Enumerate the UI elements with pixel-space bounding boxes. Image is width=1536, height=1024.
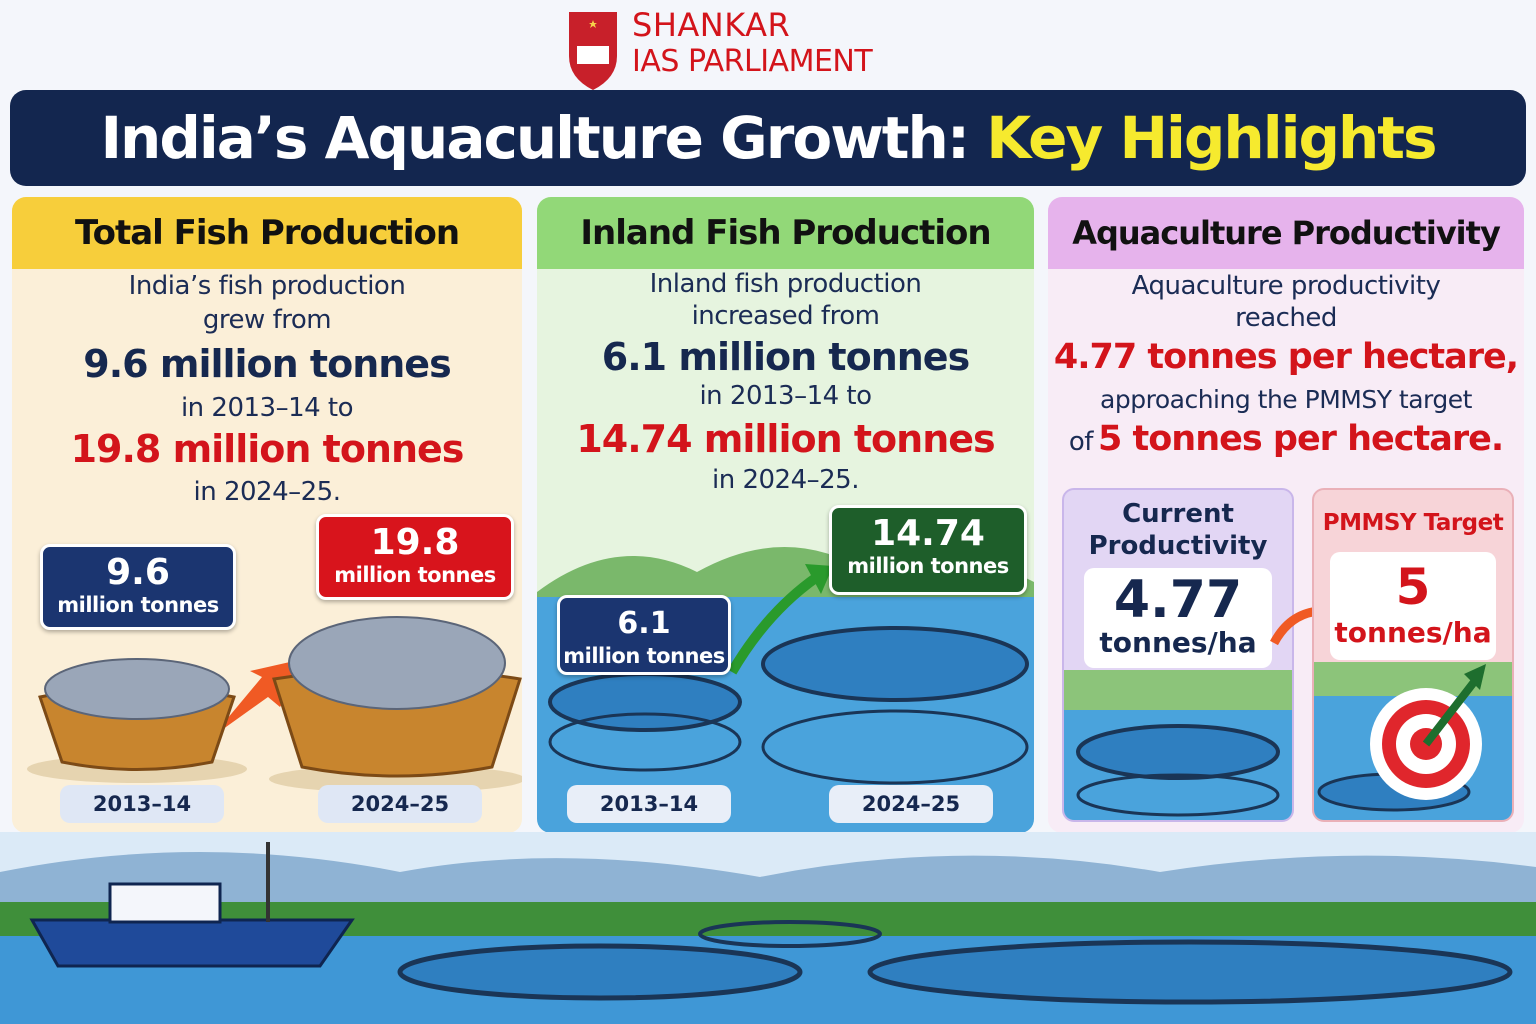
year-pill: 2024–25	[318, 785, 482, 823]
year-pill: 2013–14	[567, 785, 731, 823]
bottom-scenery	[0, 832, 1536, 1024]
text-line: in 2013–14 to	[180, 393, 354, 423]
text-line: of 5 tonnes per hectare.	[1048, 419, 1524, 459]
value-box	[1330, 552, 1496, 660]
year-pill: 2024–25	[829, 785, 993, 823]
boat-hull	[29, 918, 355, 968]
title: India’s Aquaculture Growth:	[100, 104, 970, 172]
card-label: PMMSY Target	[1322, 510, 1504, 536]
arrow-head	[1464, 664, 1486, 690]
title-bar: India’s Aquaculture Growth: Key Highligh…	[10, 90, 1526, 186]
card-unit: tonnes/ha	[1099, 626, 1257, 659]
fish-pile	[44, 658, 230, 720]
title-highlight: Key Highlights	[986, 104, 1437, 172]
badge-unit: million tonnes	[847, 554, 1009, 578]
panel-inland: Inland Fish Production Inland fish produ…	[537, 197, 1034, 833]
boat-cabin	[108, 882, 222, 924]
target-card: PMMSY Target 5 tonnes/ha	[1312, 488, 1514, 822]
fish-cage	[397, 943, 803, 1001]
start-badge: 6.1 million tonnes	[557, 595, 731, 675]
text-line: Inland fish production	[649, 269, 922, 299]
growth-arrow	[727, 572, 820, 675]
target-arrow	[1422, 679, 1478, 747]
fish-cage	[548, 712, 742, 772]
card-value: 5	[1395, 558, 1431, 616]
arrow-head	[805, 564, 833, 594]
text-highlight: 5 tonnes per hectare.	[1097, 419, 1504, 459]
text-line: increased from	[691, 301, 880, 331]
text-highlight: 19.8 million tonnes	[70, 427, 465, 471]
current-card: Current Productivity 4.77 tonnes/ha	[1062, 488, 1294, 822]
text-highlight: 4.77 tonnes per hectare,	[1053, 337, 1519, 377]
panel-total: Total Fish Production India’s fish produ…	[12, 197, 522, 833]
pond-illustration	[1064, 670, 1292, 820]
panel-heading: Inland Fish Production	[537, 197, 1034, 269]
text-line: in 2013–14 to	[699, 381, 872, 411]
logo-line2: IAS PARLIAMENT	[632, 44, 873, 79]
text-word: of	[1068, 427, 1094, 457]
value-box	[1084, 568, 1272, 668]
badge-value: 9.6	[106, 552, 170, 593]
text-line: India’s fish production	[128, 271, 406, 301]
badge-value: 6.1	[617, 606, 671, 641]
card-value: 4.77	[1113, 570, 1243, 630]
end-badge: 19.8 million tonnes	[316, 514, 514, 600]
panel-heading: Total Fish Production	[12, 197, 522, 269]
text-line: reached	[1235, 303, 1337, 333]
end-badge: 14.74 million tonnes	[829, 505, 1027, 595]
fish-cage	[698, 920, 882, 948]
text-highlight: 14.74 million tonnes	[576, 417, 995, 461]
card-unit: tonnes/ha	[1334, 616, 1492, 649]
text-line: approaching the PMMSY target	[1100, 385, 1472, 414]
text-line: grew from	[202, 305, 332, 335]
badge-value: 14.74	[871, 513, 985, 554]
badge-unit: million tonnes	[563, 644, 725, 668]
badge-unit: million tonnes	[57, 593, 219, 617]
text-highlight: 6.1 million tonnes	[601, 335, 970, 379]
text-line: Aquaculture productivity	[1131, 271, 1441, 301]
fish-cage	[761, 709, 1029, 785]
logo-shield	[569, 12, 617, 90]
start-badge: 9.6 million tonnes	[40, 544, 236, 630]
fish-cage	[1076, 773, 1280, 817]
badge-value: 19.8	[370, 522, 460, 563]
logo-line1: SHANKAR	[632, 6, 791, 44]
text-highlight: 9.6 million tonnes	[83, 342, 451, 386]
fish-cage	[761, 626, 1029, 702]
badge-unit: million tonnes	[334, 563, 496, 587]
fish-cage	[1076, 724, 1280, 780]
parliament-icon	[577, 46, 609, 64]
target-illustration	[1314, 662, 1512, 820]
card-label: Current Productivity	[1088, 499, 1268, 561]
panel-productivity: Aquaculture Productivity Aquaculture pro…	[1048, 197, 1524, 833]
fish-pile	[288, 616, 506, 710]
year-pill: 2013–14	[60, 785, 224, 823]
text-line: in 2024–25.	[193, 477, 341, 507]
fish-cage	[867, 939, 1513, 1005]
panel-heading: Aquaculture Productivity	[1048, 197, 1524, 269]
star	[589, 20, 597, 28]
text-line: in 2024–25.	[712, 465, 859, 495]
